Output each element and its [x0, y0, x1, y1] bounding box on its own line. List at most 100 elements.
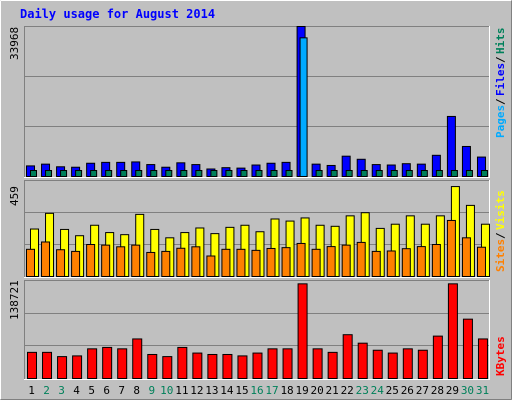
sites-bar: [296, 242, 306, 278]
hits-bar: [450, 170, 458, 177]
sites-bar: [26, 248, 35, 277]
x-tick-label: 3: [58, 384, 65, 397]
sites-bar: [476, 246, 486, 277]
sites-bar: [236, 248, 246, 277]
kbytes-bar: [57, 356, 68, 379]
sites-bar: [401, 248, 411, 278]
x-tick-label: 31: [476, 384, 489, 397]
legend-pages: Pages: [494, 105, 507, 138]
hits-bar: [135, 170, 143, 177]
legend-hits: Hits: [494, 28, 507, 55]
files-axis-max-label: 33968: [8, 27, 21, 60]
hits-bar: [75, 170, 83, 177]
hits-bar: [195, 170, 203, 177]
x-tick-label: 10: [160, 384, 173, 397]
hits-bar: [420, 170, 428, 177]
kbytes-bar: [117, 348, 128, 379]
legend-sep-1: /: [494, 98, 507, 105]
sites-bar: [431, 244, 441, 277]
sites-bar: [281, 247, 291, 277]
kbytes-axis-max-label: 138721: [8, 280, 21, 320]
x-tick-label: 1: [28, 384, 35, 397]
x-tick-label: 20: [311, 384, 324, 397]
x-tick-label: 12: [190, 384, 203, 397]
sites-bar: [161, 250, 171, 278]
hits-bar: [480, 170, 488, 177]
hits-bar: [360, 170, 368, 177]
sites-bar: [341, 244, 351, 278]
sites-bar: [176, 247, 186, 278]
sites-bar: [71, 250, 81, 278]
pages-bar: [299, 37, 308, 177]
hits-bar: [240, 170, 248, 177]
hits-bar: [105, 170, 113, 177]
hits-bar: [210, 170, 218, 177]
files-bar: [446, 115, 456, 177]
sites-bar: [221, 248, 231, 277]
x-tick-label: 26: [401, 384, 414, 397]
kbytes-bar: [132, 338, 143, 379]
hits-bar: [180, 170, 188, 177]
x-tick-label: 4: [73, 384, 80, 397]
visits-axis-max-label: 459: [8, 186, 21, 206]
hits-bar: [255, 170, 263, 177]
sites-bar: [461, 237, 471, 277]
sites-bar: [116, 246, 126, 278]
kbytes-bar: [387, 352, 398, 379]
kbytes-bar: [207, 353, 218, 379]
sites-bar: [86, 244, 96, 277]
x-axis-day-labels: 1 2 3 4 5 6 7 8 9 10 11 12 13 14 15 16 17 18 19 20 21 22 23 24 2…: [28, 384, 489, 397]
sites-bar: [206, 255, 216, 277]
x-tick-label: 22: [341, 384, 354, 397]
x-tick-label: 15: [235, 384, 248, 397]
kbytes-bar: [372, 349, 383, 380]
kbytes-panel: [24, 280, 490, 380]
hits-bar: [345, 170, 353, 177]
kbytes-bar: [252, 352, 263, 379]
kbytes-bar: [342, 334, 353, 380]
sites-bar: [251, 249, 261, 278]
hits-bar: [435, 170, 443, 177]
x-tick-label: 7: [118, 384, 125, 397]
kbytes-bar: [327, 351, 338, 380]
hits-bar: [465, 170, 473, 177]
x-tick-label: 11: [175, 384, 188, 397]
sites-bar: [101, 244, 111, 278]
sites-bar: [446, 219, 456, 277]
kbytes-bar: [462, 318, 473, 379]
kbytes-bar: [72, 355, 83, 379]
hits-bar: [285, 170, 293, 177]
hits-bar: [90, 170, 98, 177]
x-tick-label: 2: [43, 384, 50, 397]
kbytes-bar: [102, 346, 113, 379]
x-tick-label: 18: [280, 384, 293, 397]
chart-title: Daily usage for August 2014: [20, 7, 215, 21]
x-tick-label: 6: [103, 384, 110, 397]
hits-bar: [405, 170, 413, 177]
kbytes-bar: [222, 353, 233, 379]
sites-bar: [191, 246, 201, 278]
x-tick-label: 17: [265, 384, 278, 397]
x-tick-label: 28: [431, 384, 444, 397]
x-tick-label: 16: [250, 384, 263, 397]
legend-sep-2: /: [494, 56, 507, 63]
kbytes-bar: [192, 352, 203, 379]
x-tick-label: 29: [446, 384, 459, 397]
sites-bar: [131, 244, 141, 278]
sites-bar: [356, 241, 366, 277]
kbytes-bar: [447, 283, 458, 380]
kbytes-bar: [42, 351, 53, 380]
kbytes-bar: [477, 338, 488, 379]
hits-bar: [225, 170, 233, 177]
kbytes-bar: [87, 348, 98, 379]
x-tick-label: 9: [148, 384, 155, 397]
kbytes-bar: [417, 349, 428, 380]
legend-sep-3: /: [494, 232, 507, 239]
sites-bar: [146, 251, 156, 277]
x-tick-label: 19: [295, 384, 308, 397]
kbytes-bar: [282, 348, 293, 379]
x-tick-label: 30: [461, 384, 474, 397]
hits-bar: [150, 170, 158, 177]
sites-bar: [41, 241, 51, 277]
